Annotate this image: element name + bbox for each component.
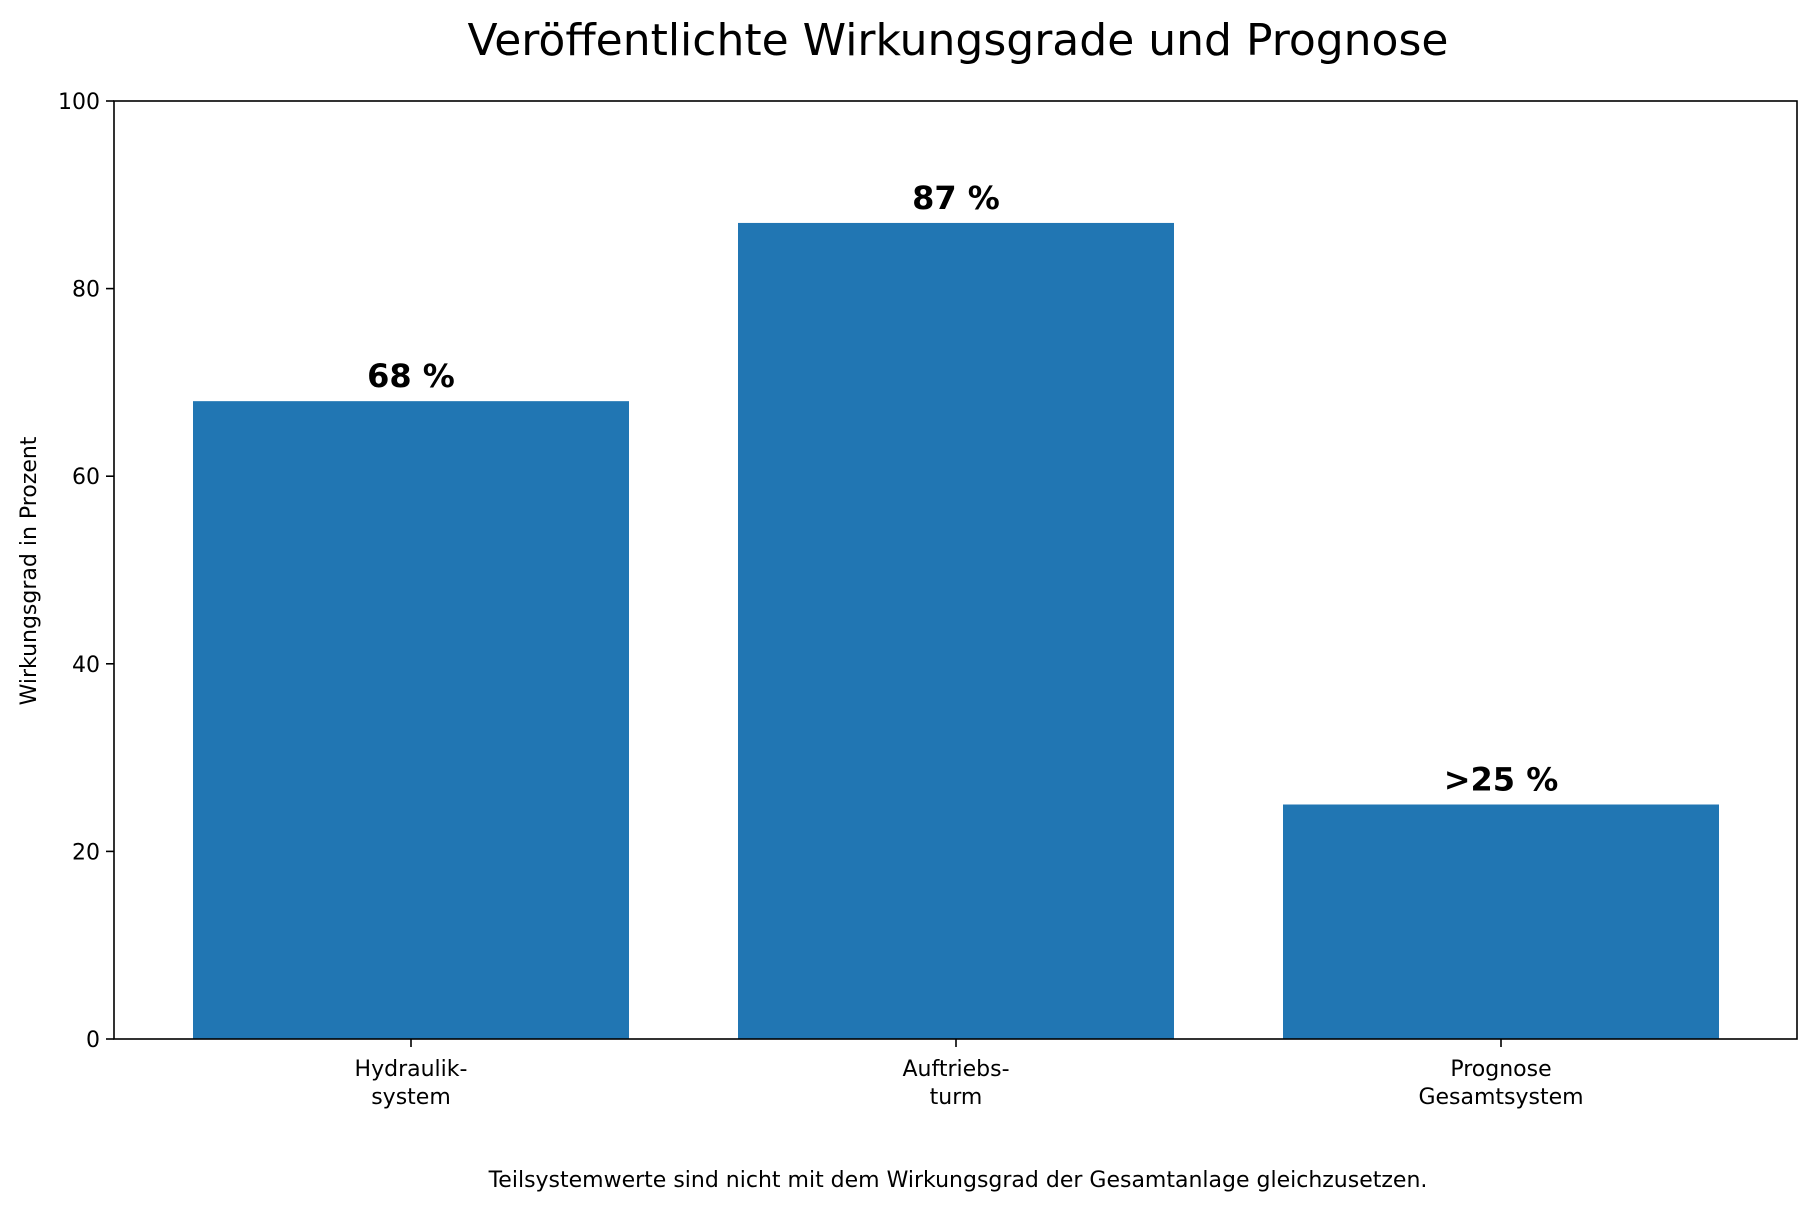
bar-value-label: >25 % xyxy=(1444,761,1559,799)
x-tick-label: Hydraulik-system xyxy=(355,1057,468,1110)
y-axis-label: Wirkungsgrad in Prozent xyxy=(17,436,42,705)
y-tick-label: 40 xyxy=(72,653,100,678)
y-tick-label: 60 xyxy=(72,465,100,490)
plot-area: 68 % Hydraulik-system 87 % Auftriebs-turm >2… xyxy=(58,90,1798,1110)
y-tick-label: 20 xyxy=(72,840,100,865)
y-tick-label: 100 xyxy=(58,90,100,115)
bar-value-label: 68 % xyxy=(367,357,455,395)
y-tick-label: 80 xyxy=(72,278,100,303)
chart-footnote: Teilsystemwerte sind nicht mit dem Wirku… xyxy=(488,1168,1428,1193)
chart-title: Veröffentlichte Wirkungsgrade und Progno… xyxy=(468,15,1449,66)
axes-frame xyxy=(113,100,1798,1040)
bar xyxy=(1283,804,1719,1039)
x-tick-label: Auftriebs-turm xyxy=(902,1057,1009,1110)
y-tick-label: 0 xyxy=(86,1028,100,1053)
bar xyxy=(738,222,1174,1039)
bar-value-label: 87 % xyxy=(912,179,1000,217)
bar xyxy=(193,401,629,1039)
x-tick-label: Prognose Gesamtsystem xyxy=(1418,1057,1583,1110)
